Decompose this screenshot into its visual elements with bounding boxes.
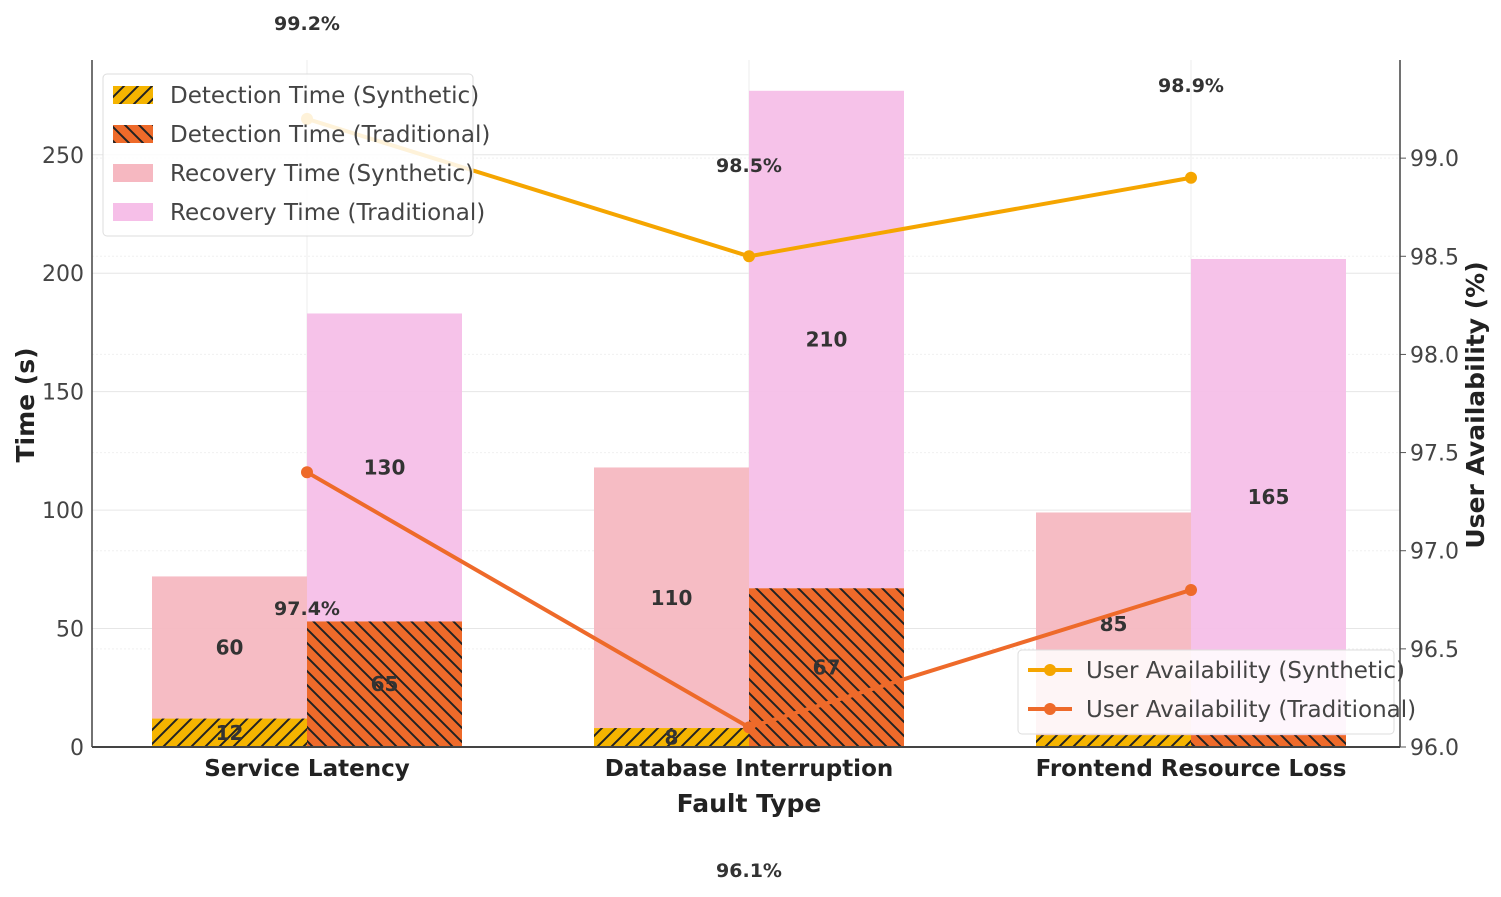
bar-value-label: 165 bbox=[1248, 485, 1290, 509]
y2-tick-label: 97.0 bbox=[1410, 540, 1459, 565]
bar-detection-hatch bbox=[1036, 735, 1191, 747]
axes: 0 50 100 150 200 250 96.0 96.5 97.0 97.5 98.0 98.5 9… bbox=[42, 60, 1459, 782]
bar-value-label: 110 bbox=[651, 586, 693, 610]
legend-swatch-hatch bbox=[113, 125, 153, 143]
y-tick-label: 0 bbox=[70, 736, 84, 761]
availability-value-label: 97.4% bbox=[274, 598, 340, 620]
y2-tick-label: 97.5 bbox=[1410, 442, 1459, 467]
legend-marker bbox=[1044, 703, 1056, 715]
availability-value-label: 96.1% bbox=[716, 860, 782, 882]
bar-detection-hatch bbox=[1191, 735, 1346, 747]
y2-tick-label: 96.0 bbox=[1410, 736, 1459, 761]
y-tick-label: 150 bbox=[42, 381, 84, 406]
bar-detection-hatch bbox=[307, 621, 462, 747]
bar-detection-hatch bbox=[152, 718, 307, 747]
bar-value-label: 8 bbox=[665, 726, 679, 750]
bar-recovery bbox=[152, 576, 307, 719]
y2-axis-label: User Availability (%) bbox=[1461, 261, 1490, 548]
availability-value-label: 99.2% bbox=[274, 13, 340, 35]
x-tick-label: Database Interruption bbox=[605, 756, 894, 782]
legend-label: Recovery Time (Synthetic) bbox=[170, 161, 474, 187]
x-tick-label: Frontend Resource Loss bbox=[1036, 756, 1347, 782]
legend-lines: User Availability (Synthetic) User Availa… bbox=[1017, 649, 1416, 735]
y2-tick-label: 96.5 bbox=[1410, 638, 1459, 663]
y-tick-label: 200 bbox=[42, 262, 84, 287]
bar-detection-hatch bbox=[594, 728, 749, 747]
availability-point bbox=[301, 466, 313, 479]
legend-label: User Availability (Traditional) bbox=[1086, 697, 1416, 723]
legend-bars: Detection Time (Synthetic) Detection Time… bbox=[102, 73, 490, 237]
availability-point bbox=[1185, 171, 1197, 184]
legend-marker bbox=[1044, 664, 1056, 676]
availability-point bbox=[1185, 583, 1197, 596]
y2-tick-label: 98.5 bbox=[1410, 245, 1459, 270]
y2-tick-label: 99.0 bbox=[1410, 147, 1459, 172]
availability-value-label: 98.5% bbox=[716, 155, 782, 177]
legend-label: User Availability (Synthetic) bbox=[1086, 658, 1405, 684]
legend-label: Detection Time (Synthetic) bbox=[170, 83, 479, 109]
legend-box bbox=[102, 73, 474, 237]
bar-value-label: 65 bbox=[371, 672, 399, 696]
bar-value-label: 60 bbox=[216, 636, 244, 660]
availability-point bbox=[743, 250, 755, 263]
x-tick-label: Service Latency bbox=[204, 756, 409, 782]
availability-point bbox=[743, 721, 755, 734]
legend-swatch bbox=[113, 164, 153, 182]
bar-recovery bbox=[749, 90, 904, 589]
availability-value-label: 98.9% bbox=[1158, 75, 1224, 97]
y-tick-label: 50 bbox=[56, 618, 84, 643]
y-tick-label: 100 bbox=[42, 499, 84, 524]
legend-box bbox=[1017, 649, 1395, 735]
y-tick-label: 250 bbox=[42, 144, 84, 169]
y-axis-label: Time (s) bbox=[11, 347, 40, 462]
bar-value-label: 12 bbox=[216, 721, 244, 745]
legend-label: Detection Time (Traditional) bbox=[170, 122, 490, 148]
bar-value-label: 67 bbox=[813, 656, 841, 680]
x-axis-label: Fault Type bbox=[677, 789, 822, 818]
legend-swatch bbox=[113, 203, 153, 221]
legend-swatch-hatch bbox=[113, 86, 153, 104]
bar-recovery bbox=[307, 313, 462, 622]
bar-value-label: 130 bbox=[364, 455, 406, 479]
bar-value-label: 210 bbox=[806, 328, 848, 352]
y2-tick-label: 98.0 bbox=[1410, 343, 1459, 368]
legend-label: Recovery Time (Traditional) bbox=[170, 200, 485, 226]
availability-lines: 99.2% 98.5% 98.9% 97.4% 96.1% bbox=[274, 13, 1224, 882]
bars bbox=[152, 90, 1346, 747]
